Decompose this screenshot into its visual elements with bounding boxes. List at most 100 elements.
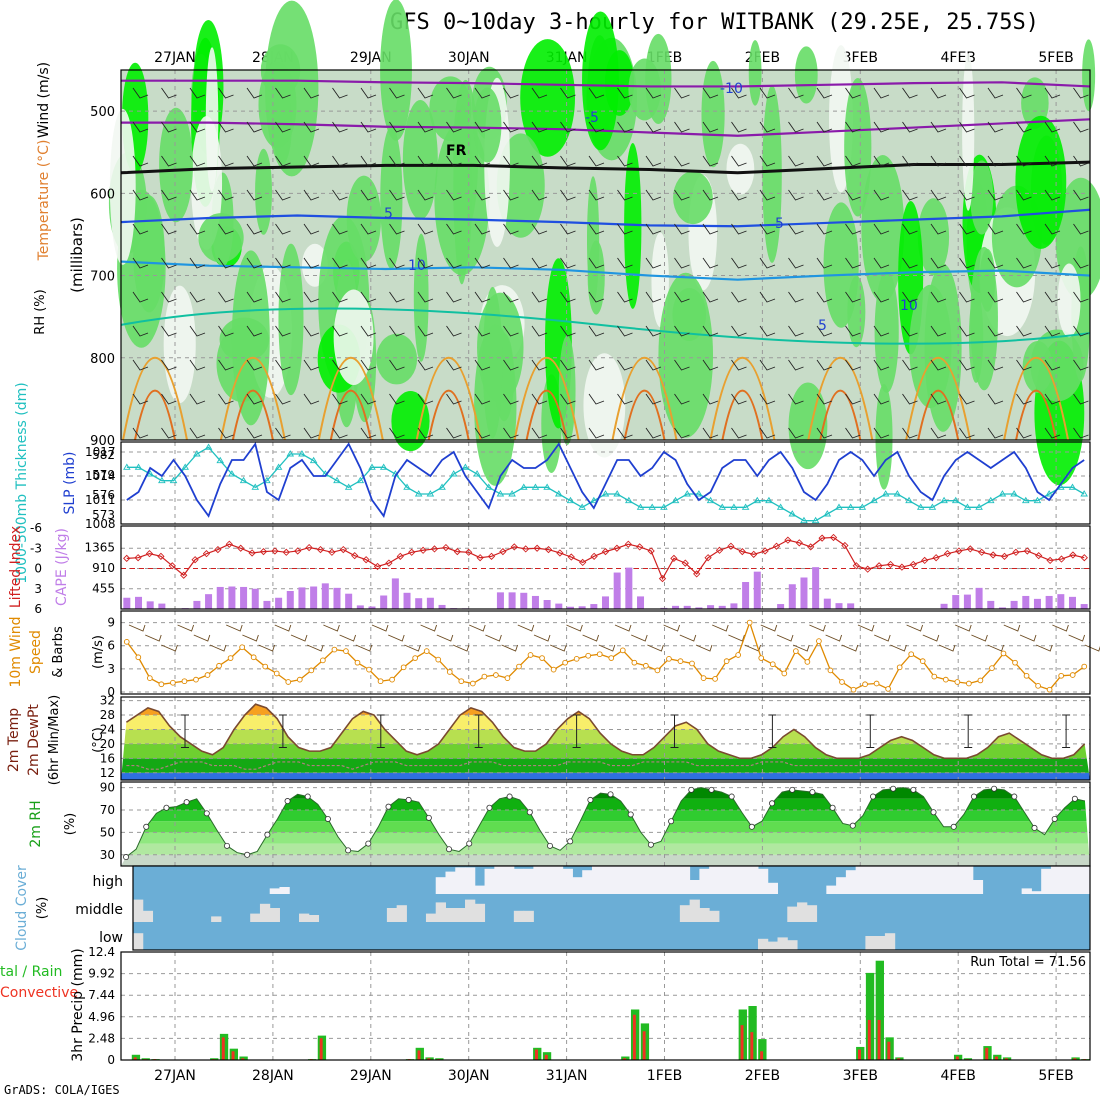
wind-speed-point bbox=[850, 686, 857, 693]
rh-point bbox=[627, 811, 634, 818]
wind-speed-point bbox=[308, 667, 315, 674]
cape-bar bbox=[531, 595, 539, 609]
wind-barb bbox=[645, 359, 662, 371]
lifted-index-point bbox=[168, 562, 176, 570]
rh-blob bbox=[970, 246, 998, 391]
cloud-cell bbox=[621, 866, 632, 894]
lifted-index-line bbox=[126, 536, 1085, 580]
wind-barb bbox=[389, 155, 405, 167]
wind-barb bbox=[731, 257, 747, 269]
cape-bar bbox=[637, 596, 645, 609]
cloud-cell bbox=[250, 913, 261, 922]
wind-barb bbox=[731, 359, 747, 371]
isotherm-warm bbox=[122, 356, 188, 441]
wind-speed-point bbox=[296, 676, 303, 683]
precip-convective-bar bbox=[1004, 1058, 1008, 1060]
minmax-bar bbox=[670, 714, 679, 749]
rh-blob bbox=[429, 76, 472, 142]
wind-barb bbox=[189, 291, 206, 303]
date-label-bottom: 1FEB bbox=[647, 1068, 682, 1084]
cross-section-frame bbox=[120, 69, 1091, 441]
cloud-cell bbox=[523, 910, 534, 922]
y-tick-label: 20 bbox=[100, 737, 115, 751]
thickness-point bbox=[193, 450, 201, 457]
wind-barb bbox=[959, 291, 975, 303]
wind-barb bbox=[987, 427, 1004, 439]
rh-point bbox=[647, 841, 654, 848]
temp-panel-frame bbox=[120, 696, 1091, 781]
ylabel-lifted-index: Lifted Index bbox=[8, 526, 24, 608]
rh-point bbox=[668, 818, 675, 825]
wind-barb bbox=[1073, 87, 1089, 99]
wind-barb bbox=[560, 393, 576, 405]
y-tick-label: 9 bbox=[107, 616, 115, 630]
minmax-bar bbox=[376, 714, 385, 749]
wind-barb bbox=[674, 325, 690, 337]
cape-bar bbox=[963, 594, 971, 609]
wind-barb bbox=[360, 257, 377, 269]
wind-barb bbox=[531, 155, 548, 167]
wind-barb bbox=[332, 257, 348, 269]
cloud-cell bbox=[582, 870, 593, 894]
precip-convective-bar bbox=[995, 1056, 998, 1060]
rh-point bbox=[546, 842, 553, 849]
wind-barb bbox=[788, 155, 804, 167]
wind-speed-point bbox=[562, 659, 568, 666]
wind-speed-line bbox=[126, 620, 1085, 691]
wind-barb bbox=[332, 393, 348, 405]
wind-barb bbox=[702, 325, 719, 337]
wind-barb bbox=[161, 427, 177, 439]
thickness-point bbox=[146, 470, 154, 477]
wind-barb bbox=[759, 121, 776, 133]
rh-blob bbox=[376, 333, 418, 385]
lifted-index-point bbox=[396, 552, 404, 560]
wind-barb bbox=[873, 359, 890, 371]
wind-speed-point bbox=[631, 659, 638, 666]
thickness-point bbox=[870, 496, 878, 504]
lifted-index-point bbox=[1023, 547, 1031, 555]
y-tick-label: 90 bbox=[100, 781, 115, 795]
y-tick-label: 910 bbox=[92, 561, 115, 575]
rh-point bbox=[607, 791, 614, 798]
wind-barb bbox=[731, 121, 747, 133]
rh-point bbox=[365, 840, 372, 847]
wind-speed-point bbox=[354, 659, 361, 666]
chart-title: GFS 0~10day 3-hourly for WITBANK (29.25E… bbox=[390, 10, 1040, 35]
rh-blob bbox=[794, 46, 818, 104]
wind-barb bbox=[404, 644, 421, 652]
thickness-point bbox=[835, 503, 843, 510]
rh-point bbox=[1011, 793, 1018, 800]
y-tick-label: 0 bbox=[107, 685, 115, 699]
wind-barb bbox=[845, 393, 861, 405]
wind-barb bbox=[1073, 189, 1089, 201]
thickness-point bbox=[298, 450, 306, 457]
thickness-point bbox=[578, 503, 586, 510]
cloud-cell bbox=[933, 866, 945, 894]
wind-barb bbox=[731, 87, 747, 99]
thickness-point bbox=[660, 503, 668, 510]
cape-bar bbox=[263, 600, 271, 609]
wind-speed-point bbox=[942, 676, 949, 683]
wind-barb bbox=[816, 291, 833, 303]
wind-barb bbox=[731, 189, 747, 201]
wind-barb bbox=[645, 223, 662, 235]
ylabel-precip: 3hr Precip (mm) bbox=[70, 948, 86, 1061]
cloud-cell bbox=[1060, 866, 1071, 894]
precip-convective-bar bbox=[760, 1051, 764, 1060]
wind-barb bbox=[132, 121, 149, 133]
thickness-point bbox=[671, 496, 680, 504]
wind-barb bbox=[816, 155, 833, 167]
cloud-cell bbox=[465, 899, 476, 922]
rh-blob bbox=[909, 284, 952, 409]
lifted-index-point bbox=[499, 547, 507, 556]
cloud-cell bbox=[523, 868, 534, 894]
wind-barb bbox=[303, 223, 320, 235]
rh-point bbox=[163, 804, 170, 811]
precip-convective-bar bbox=[642, 1031, 646, 1060]
cloud-cell bbox=[777, 937, 788, 950]
thickness-point bbox=[239, 476, 248, 484]
wind-barb bbox=[1044, 189, 1061, 201]
lifted-index-point bbox=[886, 560, 895, 569]
wind-barb bbox=[712, 624, 729, 632]
cloud-cell bbox=[494, 866, 505, 894]
